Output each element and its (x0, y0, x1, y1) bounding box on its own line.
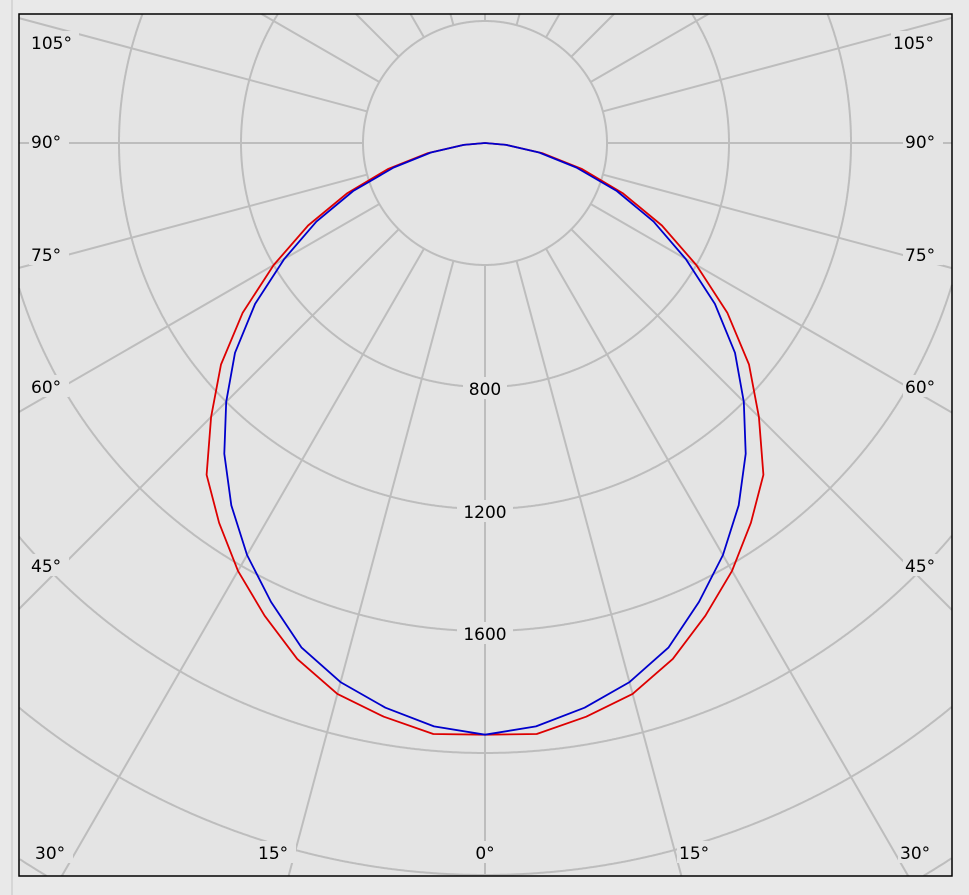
angle-label-right-75: 75° (905, 246, 935, 266)
grid-spoke-240 (261, 13, 380, 83)
grid-spoke-300 (18, 203, 380, 413)
angle-label-right-15: 15° (679, 844, 709, 864)
grid (18, 13, 953, 877)
angle-label-right-105: 105° (893, 34, 934, 54)
grid-spoke-345 (287, 260, 455, 877)
grid-spoke-285 (18, 173, 368, 269)
grid-ring-1200 (118, 13, 852, 510)
angle-label-left-15: 15° (258, 844, 288, 864)
angle-label-right-90: 90° (905, 133, 935, 153)
radial-tick-1200: 1200 (463, 503, 506, 523)
grid-spoke-15 (515, 260, 683, 877)
angle-label-0: 0° (475, 844, 494, 864)
radial-tick-label: 1200 (457, 500, 513, 523)
angle-label-left-105: 105° (31, 34, 72, 54)
grid-spoke-330 (60, 248, 425, 877)
grid-ring-2800 (19, 857, 952, 877)
grid-spoke-75 (602, 173, 953, 270)
grid-ring-800 (240, 13, 730, 388)
grid-spoke-315 (18, 228, 400, 610)
grid-spoke-150 (545, 13, 561, 38)
angle-label-left-45: 45° (31, 557, 61, 577)
radial-tick-label: 800 (463, 377, 507, 400)
angle-label-left-75: 75° (31, 246, 61, 266)
grid-spoke-210 (409, 13, 425, 38)
plot-frame (18, 13, 953, 877)
radial-tick-1600: 1600 (463, 625, 506, 645)
grid-ring-2000 (18, 535, 953, 754)
grid-spoke-135 (570, 13, 615, 58)
angle-label-right-30: 30° (900, 844, 930, 864)
angle-label-left-90: 90° (31, 133, 61, 153)
grid-spoke-225 (355, 13, 400, 58)
angle-label-right-60: 60° (905, 378, 935, 398)
angle-label-left-30: 30° (35, 844, 65, 864)
intensity-curve-2 (223, 142, 747, 736)
angle-label-left-60: 60° (31, 378, 61, 398)
grid-spoke-120 (590, 13, 709, 83)
grid-spoke-60 (590, 203, 953, 414)
radial-tick-label: 1600 (457, 622, 513, 645)
grid-spoke-195 (449, 13, 455, 26)
labels: 800 1200 1600 105° 90° 75° 60° 45° 30° 1… (29, 31, 943, 864)
curves (205, 142, 765, 736)
radial-tick-800: 800 (469, 380, 501, 400)
grid-spoke-165 (515, 13, 521, 26)
angle-label-right-45: 45° (905, 557, 935, 577)
grid-spoke-30 (545, 248, 910, 877)
grid-ring-2400 (18, 706, 953, 876)
grid-spoke-45 (570, 228, 953, 611)
